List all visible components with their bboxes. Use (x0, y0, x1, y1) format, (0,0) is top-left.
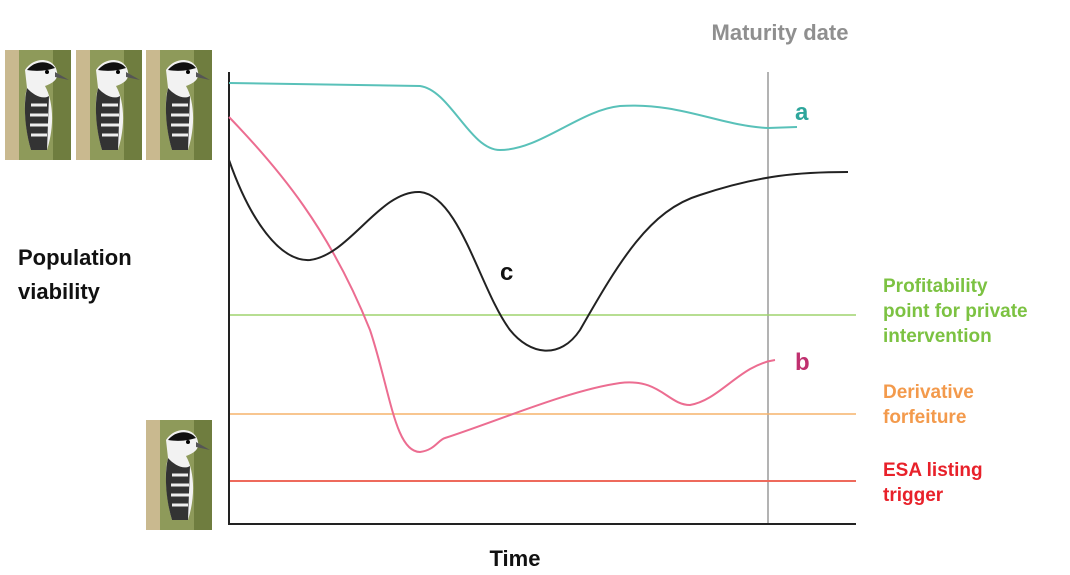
axes (228, 72, 856, 525)
bird-photo (144, 418, 214, 532)
curve-label: c (500, 259, 513, 286)
label-line: trigger (883, 485, 944, 506)
bird-photo (144, 48, 214, 162)
bird-photo (74, 48, 144, 162)
curve-b (228, 116, 776, 454)
curve-label: b (795, 349, 810, 376)
label-line: Population (18, 245, 132, 270)
title: Maturity date (712, 20, 849, 45)
label-line: Derivative (883, 382, 974, 403)
threshold-label: Derivative forfeiture (883, 382, 979, 428)
curve-a (228, 82, 798, 152)
label-line: ESA listing (883, 460, 983, 481)
x-axis-label: Time (490, 546, 541, 571)
threshold-label: ESA listing trigger (883, 460, 988, 506)
threshold-label: Profitability point for private interven… (883, 276, 1033, 347)
curve-c (228, 159, 849, 352)
curve-label: a (795, 99, 809, 126)
label-line: point for private (883, 301, 1028, 322)
label-line: forfeiture (883, 407, 966, 428)
label-line: Profitability (883, 276, 988, 297)
bird-photo (3, 48, 73, 162)
label-line: viability (18, 279, 101, 304)
label-line: intervention (883, 326, 992, 347)
y-axis-label: Population viability (18, 245, 138, 304)
